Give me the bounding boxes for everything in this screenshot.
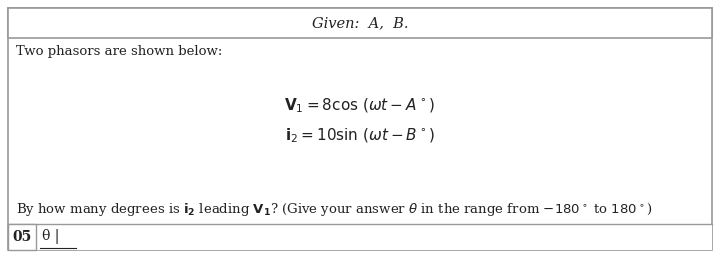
Text: By how many degrees is $\mathbf{i_2}$ leading $\mathbf{V_1}$? (Give your answer : By how many degrees is $\mathbf{i_2}$ le… [16, 201, 652, 219]
Bar [8, 224, 36, 250]
Text: $\mathbf{V}_1 = 8\cos\,(\omega t - A^\circ)$: $\mathbf{V}_1 = 8\cos\,(\omega t - A^\ci… [284, 97, 436, 115]
Text: $\mathbf{i}_2 = 10\sin\,(\omega t - B^\circ)$: $\mathbf{i}_2 = 10\sin\,(\omega t - B^\c… [285, 127, 435, 145]
Text: Two phasors are shown below:: Two phasors are shown below: [16, 45, 222, 59]
Bar [8, 8, 712, 38]
Text: 05: 05 [12, 230, 32, 244]
Text: θ |: θ | [42, 230, 59, 245]
Bar [8, 224, 712, 250]
Text: Given:  A,  B.: Given: A, B. [312, 16, 408, 30]
